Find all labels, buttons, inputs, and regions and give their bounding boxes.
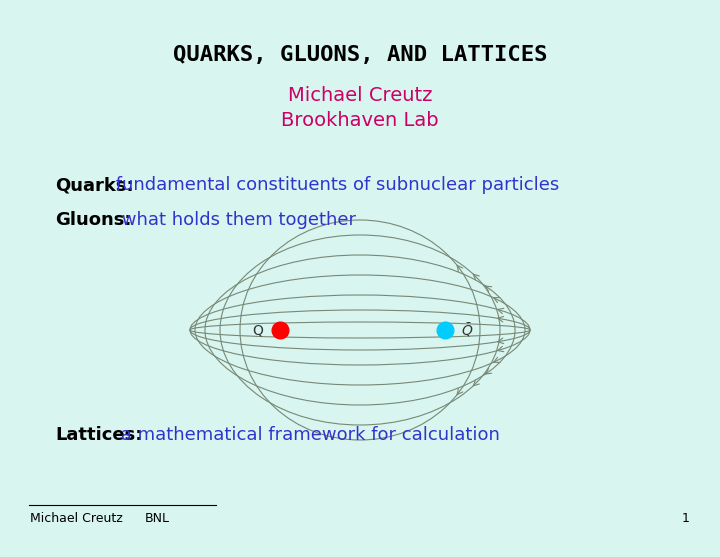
Text: Michael Creutz: Michael Creutz [288, 86, 432, 105]
Text: what holds them together: what holds them together [116, 211, 356, 229]
Text: 1: 1 [682, 511, 690, 525]
Text: Gluons:: Gluons: [55, 211, 132, 229]
Text: Lattices:: Lattices: [55, 426, 143, 444]
Text: $\bar{Q}$: $\bar{Q}$ [461, 321, 473, 339]
Text: BNL: BNL [145, 511, 170, 525]
Text: Brookhaven Lab: Brookhaven Lab [282, 110, 438, 129]
Text: Q: Q [253, 323, 264, 337]
Text: a mathematical framework for calculation: a mathematical framework for calculation [115, 426, 500, 444]
Text: fundamental constituents of subnuclear particles: fundamental constituents of subnuclear p… [110, 176, 559, 194]
Text: Quarks:: Quarks: [55, 176, 134, 194]
Text: Michael Creutz: Michael Creutz [30, 511, 122, 525]
Text: QUARKS, GLUONS, AND LATTICES: QUARKS, GLUONS, AND LATTICES [173, 45, 547, 65]
